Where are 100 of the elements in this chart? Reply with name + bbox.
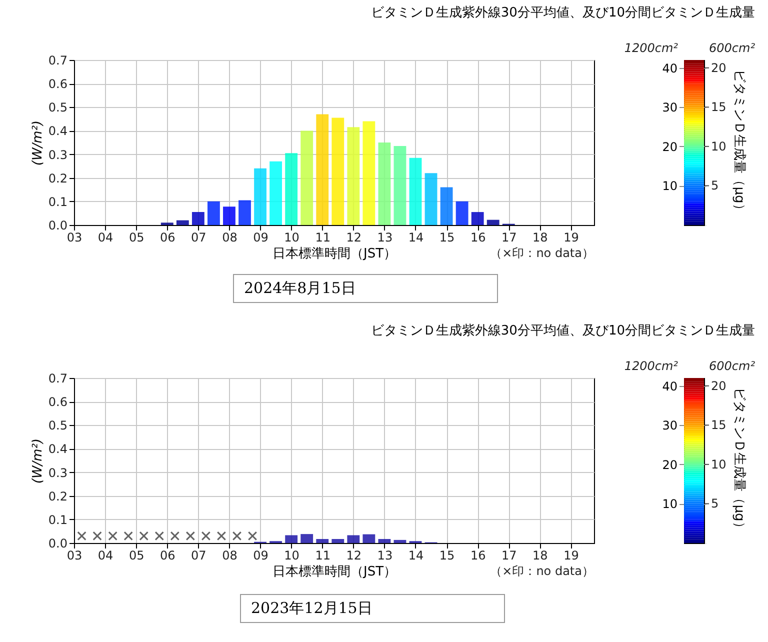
bar: [486, 220, 500, 225]
x-tick-label: 15: [439, 548, 455, 562]
text: 15: [711, 100, 726, 114]
x-tick-label: 10: [284, 230, 300, 244]
bar: [316, 114, 329, 225]
x-axis-title: 日本標準時間（JST）: [272, 564, 397, 580]
bar: [176, 220, 189, 225]
x-tick-label: 12: [346, 548, 362, 562]
y-tick-label: 0.4: [48, 124, 68, 138]
bar: [347, 535, 360, 543]
x-tick-label: 05: [128, 230, 144, 244]
y-tick-label: 0.6: [48, 395, 68, 410]
x-tick-label: 18: [532, 230, 548, 244]
bar: [300, 130, 314, 225]
text: 2023年12月15日: [240, 594, 505, 623]
text: 10: [711, 457, 726, 472]
bar: [285, 535, 298, 543]
text: （×印：no data）: [490, 246, 594, 260]
bar: [347, 127, 360, 225]
x-tick-label: 06: [160, 230, 176, 244]
bar: [316, 538, 329, 543]
bar: [378, 142, 391, 225]
text: 20: [711, 378, 726, 393]
y-tick-label: 0.1: [48, 194, 68, 209]
text: 10: [711, 139, 726, 154]
bar: [456, 201, 468, 225]
x-tick-label: 12: [346, 230, 362, 244]
color-bar-label: 20: [662, 140, 678, 154]
y-tick-label: 0.0: [48, 218, 68, 232]
x-tick-label: 09: [253, 548, 268, 562]
color-bar-label: 30: [662, 418, 678, 433]
x-tick-label: 18: [532, 548, 548, 562]
x-tick-label: 11: [315, 230, 330, 244]
bar: [300, 534, 314, 543]
x-tick-label: 05: [128, 548, 144, 562]
x-tick-label: 19: [564, 548, 579, 562]
text: 600cm²: [709, 359, 756, 373]
y-tick-label: 0.5: [48, 100, 68, 115]
y-tick-label: 0.6: [48, 77, 68, 92]
bar: [362, 121, 376, 225]
text: 1200cm²: [624, 41, 678, 55]
color-bar-label: 30: [662, 100, 678, 115]
y-tick-label: 0.4: [48, 442, 68, 456]
text: 600cm²: [709, 41, 756, 55]
x-tick-label: 13: [377, 230, 393, 244]
x-tick-label: 19: [564, 230, 579, 244]
bar: [192, 212, 204, 225]
bar: [424, 173, 438, 225]
x-tick-label: 03: [66, 230, 82, 244]
color-bar-label: 40: [662, 61, 678, 76]
bar: [285, 153, 298, 225]
chart-title: ビタミンＤ生成紫外線30分平均値、及び10分間ビタミンＤ生成量: [370, 6, 755, 20]
x-tick-label: 07: [191, 548, 206, 562]
text: 20: [711, 60, 726, 75]
x-tick-label: 10: [284, 548, 300, 562]
bar: [394, 540, 406, 543]
y-tick-label: 0.2: [48, 171, 68, 186]
y-tick-label: 0.0: [48, 536, 68, 550]
text: 5: [711, 178, 719, 193]
x-tick-label: 13: [377, 548, 393, 562]
x-tick-label: 07: [191, 230, 206, 244]
x-tick-label: 03: [66, 548, 82, 562]
text: 5: [711, 496, 719, 511]
bar: [378, 538, 391, 543]
text: 15: [711, 418, 726, 432]
text: 2024年8月15日: [233, 274, 498, 303]
text: 1200cm²: [624, 359, 678, 373]
x-axis-title: 日本標準時間（JST）: [272, 246, 397, 262]
x-tick-label: 17: [501, 230, 517, 244]
color-bar-title: ビタミンＤ生成量（μg）: [732, 388, 746, 534]
bar: [238, 200, 251, 225]
bar: [409, 158, 422, 225]
x-tick-label: 14: [408, 230, 424, 244]
bar: [394, 146, 406, 225]
x-tick-label: 06: [160, 548, 176, 562]
bar: [223, 206, 236, 225]
bar: [270, 161, 282, 225]
x-tick-label: 11: [315, 548, 330, 562]
x-tick-label: 08: [222, 548, 238, 562]
y-axis-title: (W/m²): [30, 120, 46, 166]
y-axis-title: (W/m²): [30, 438, 46, 484]
text: （×印：no data）: [490, 564, 594, 578]
bar: [362, 534, 376, 543]
y-tick-label: 0.3: [48, 466, 68, 480]
x-tick-label: 04: [98, 548, 114, 562]
bar: [332, 118, 344, 225]
color-bar-label: 20: [662, 458, 678, 472]
x-tick-label: 16: [470, 548, 486, 562]
x-tick-label: 17: [501, 548, 517, 562]
y-tick-label: 0.5: [48, 418, 68, 433]
bar: [254, 168, 266, 225]
x-tick-label: 09: [253, 230, 268, 244]
color-bar-title: ビタミンＤ生成量（μg）: [732, 70, 746, 216]
y-tick-label: 0.2: [48, 489, 68, 504]
chart-title: ビタミンＤ生成紫外線30分平均値、及び10分間ビタミンＤ生成量: [370, 324, 755, 338]
x-tick-label: 15: [439, 230, 455, 244]
x-tick-label: 04: [98, 230, 114, 244]
bar: [440, 187, 453, 225]
x-tick-label: 08: [222, 230, 238, 244]
y-tick-label: 0.1: [48, 512, 68, 527]
